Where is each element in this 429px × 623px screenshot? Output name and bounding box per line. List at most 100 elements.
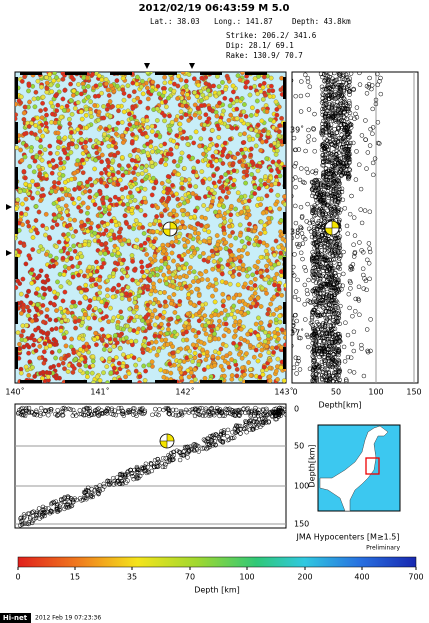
hypocenter [335, 139, 340, 145]
hypocenter [167, 361, 173, 367]
latitude: Lat.: 38.03 [150, 17, 200, 26]
hypocenter [135, 187, 141, 192]
hypocenter [209, 248, 215, 254]
hypocenter [177, 121, 183, 127]
hypocenter [106, 211, 112, 217]
hypocenter [313, 210, 318, 215]
hypocenter [106, 319, 111, 325]
hypocenter [69, 130, 74, 135]
hypocenter [299, 231, 305, 236]
hypocenter [329, 105, 335, 110]
hypocenter [341, 152, 347, 158]
hypocenter [225, 178, 230, 184]
hypocenter [142, 343, 148, 349]
hypocenter [41, 319, 46, 325]
hypocenter [214, 143, 220, 148]
hypocenter [38, 268, 44, 274]
hypocenter [227, 103, 233, 109]
hypocenter [311, 355, 316, 360]
hypocenter [312, 358, 317, 364]
hypocenter [95, 224, 101, 229]
hypocenter [97, 308, 103, 313]
hypocenter [330, 323, 336, 329]
hypocenter [105, 102, 111, 108]
hypocenter [164, 303, 169, 309]
hypocenter [159, 213, 165, 219]
hypocenter [53, 295, 58, 300]
hypocenter [222, 231, 227, 236]
hypocenter [96, 155, 102, 161]
hypocenter [309, 315, 315, 321]
hypocenter [193, 184, 199, 189]
hypocenter [292, 294, 298, 300]
hypocenter [309, 204, 315, 210]
hypocenter [333, 103, 339, 108]
hypocenter [320, 300, 326, 305]
hypocenter [40, 223, 46, 229]
hypocenter [88, 277, 94, 283]
hypocenter [177, 299, 183, 304]
hypocenter [163, 162, 168, 167]
hypocenter [276, 261, 282, 266]
hypocenter [96, 109, 102, 115]
hypocenter [336, 90, 342, 95]
hypocenter [246, 198, 252, 204]
hypocenter [319, 130, 324, 136]
hypocenter [346, 106, 351, 112]
hypocenter [169, 76, 175, 81]
hypocenter [231, 177, 237, 183]
hypocenter [237, 292, 243, 298]
hypocenter [149, 159, 155, 165]
hypocenter [92, 315, 97, 321]
hypocenter [101, 115, 107, 121]
hypocenter [329, 174, 334, 179]
hypocenter [319, 84, 325, 90]
hypocenter [329, 200, 335, 205]
hypocenter [353, 296, 358, 302]
hypocenter [183, 261, 189, 267]
hypocenter [85, 205, 91, 211]
hypocenter [15, 145, 20, 151]
hypocenter [143, 168, 149, 174]
hypocenter [155, 148, 161, 154]
hypocenter [328, 125, 333, 131]
hypocenter [150, 175, 156, 181]
hypocenter [140, 326, 146, 331]
depth: Depth: 43.8km [292, 17, 351, 26]
hypocenter [349, 266, 355, 272]
border-tick [15, 347, 18, 369]
hypocenter [140, 117, 146, 123]
hypocenter [229, 252, 235, 258]
hypocenter [192, 367, 198, 372]
hypocenter [304, 288, 310, 293]
hypocenter [48, 100, 54, 106]
hypocenter [167, 79, 173, 85]
hypocenter [293, 184, 298, 190]
hypocenter [286, 267, 290, 271]
hypocenter [171, 159, 177, 164]
hypocenter [367, 276, 372, 282]
hypocenter [347, 92, 352, 97]
hypocenter [339, 186, 345, 192]
hypocenter [55, 279, 60, 285]
hypocenter [112, 176, 118, 181]
hypocenter [80, 200, 86, 206]
hypocenter [217, 118, 223, 124]
hypocenter [121, 237, 127, 243]
hypocenter [337, 72, 343, 76]
hypocenter [266, 178, 271, 184]
hypocenter [212, 331, 217, 337]
hypocenter [370, 125, 376, 130]
hypocenter [337, 197, 342, 202]
hypocenter [323, 98, 329, 103]
hypocenter [311, 126, 316, 131]
hypocenter [130, 132, 135, 137]
hypocenter [287, 288, 291, 292]
hypocenter [320, 265, 326, 270]
hypocenter [275, 142, 281, 148]
hypocenter [357, 162, 362, 167]
hypocenter [378, 75, 383, 81]
hypocenter [85, 84, 91, 89]
hypocenter [304, 219, 309, 224]
hypocenter [338, 160, 344, 165]
